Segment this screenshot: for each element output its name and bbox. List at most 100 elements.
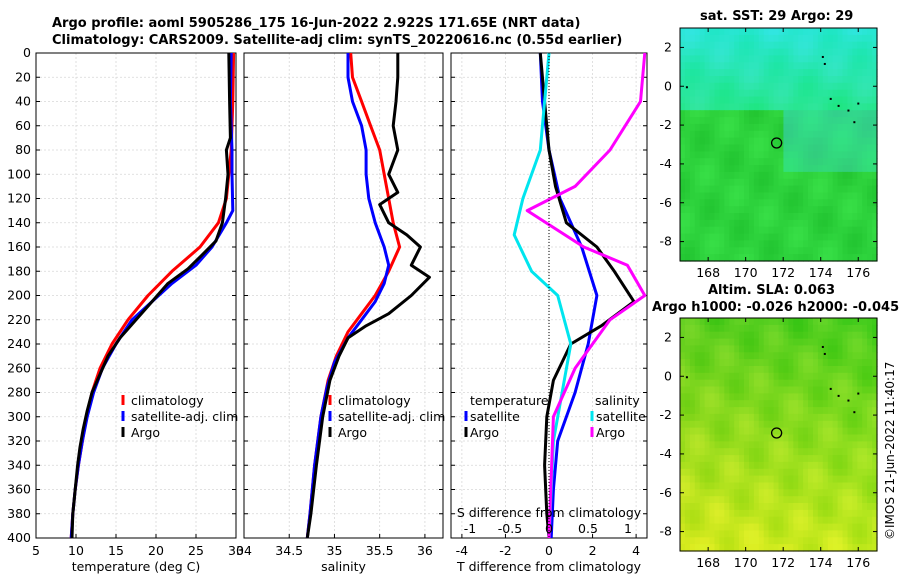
map-cell [694,386,701,394]
map-cell [684,379,691,388]
map-cell [867,158,873,166]
map-cell [699,413,706,422]
map-cell [763,393,770,401]
map-cell [699,89,706,98]
map-cell [739,55,745,63]
map-cell [852,219,858,228]
map-cell [793,226,799,235]
map-cell [847,345,853,353]
map-cell [872,503,878,511]
map-cell [763,441,770,449]
map-cell [768,400,775,408]
map-cell [773,372,780,381]
map-cell [719,407,725,415]
map-cell [729,117,735,125]
map-cell [773,158,780,166]
map-cell [817,185,824,194]
map-cell [803,219,809,228]
map-cell [842,544,848,552]
map-cell [837,468,844,477]
map-cell [857,247,863,255]
map-cell [684,461,691,470]
map-cell [803,441,809,449]
series-line-satellite-adj-clim [305,53,391,539]
map-cell [837,233,844,242]
map-cell [749,219,755,228]
map-x-tick-label: 172 [771,555,795,570]
map-cell [837,165,844,173]
map-cell [768,468,775,477]
map-cell [684,448,691,456]
map-cell [749,448,755,456]
map-cell [778,359,784,367]
map-cell [822,55,829,63]
map-cell [744,206,750,214]
map-cell [867,110,873,118]
map-cell [719,76,725,84]
map-cell [714,123,720,132]
map-cell [803,62,809,70]
map-cell [704,489,711,497]
map-cell [704,185,711,194]
map-cell [773,461,780,470]
map-cell [758,219,765,228]
map-cell [684,69,691,77]
map-cell [788,137,794,146]
map-cell [768,482,775,490]
map-x-tick-label: 176 [846,265,870,280]
title-line-1: Argo profile: aoml 5905286_175 16-Jun-20… [52,16,581,31]
map-cell [749,482,755,490]
map-cell [832,427,839,436]
map-cell [749,165,755,173]
map-cell [837,318,844,326]
map-cell [862,427,868,436]
map-cell [758,475,765,484]
island-mark [829,387,832,390]
map-cell [793,366,799,374]
map-cell [813,199,819,207]
map-cell [832,366,839,374]
map-cell [753,420,760,429]
map-cell [744,144,750,152]
map-cell [763,206,770,214]
map-cell [699,448,706,456]
map-cell [704,158,711,166]
map-cell [813,34,819,43]
map-cell [694,130,701,139]
map-cell [867,324,873,333]
map-cell [798,219,804,228]
map-cell [783,475,789,484]
map-cell [832,482,839,490]
map-cell [684,103,691,111]
map-cell [857,233,863,242]
map-cell [832,28,839,36]
map-cell [734,55,740,63]
map-cell [749,96,755,104]
map-cell [783,461,789,470]
map-cell [822,117,829,125]
map-cell [684,407,691,415]
map-cell [798,345,804,353]
map-cell [680,130,686,139]
map-cell [684,468,691,477]
map-cell [803,82,809,91]
map-cell [872,324,878,333]
map-cell [822,34,829,43]
map-cell [857,62,863,70]
altim-map-title-2: Argo h1000: -0.026 h2000: -0.045 [652,300,900,315]
map-cell [783,503,789,511]
map-cell [724,386,730,394]
map-cell [837,171,844,180]
map-cell [684,523,691,532]
map-cell [724,379,730,388]
map-cell [808,386,814,394]
island-mark [837,394,840,397]
map-cell [872,213,878,221]
map-cell [793,110,799,118]
map-cell [709,69,715,77]
map-cell [813,420,819,429]
map-cell [744,55,750,63]
map-cell [822,41,829,50]
map-cell [758,468,765,477]
map-cell [724,338,730,347]
